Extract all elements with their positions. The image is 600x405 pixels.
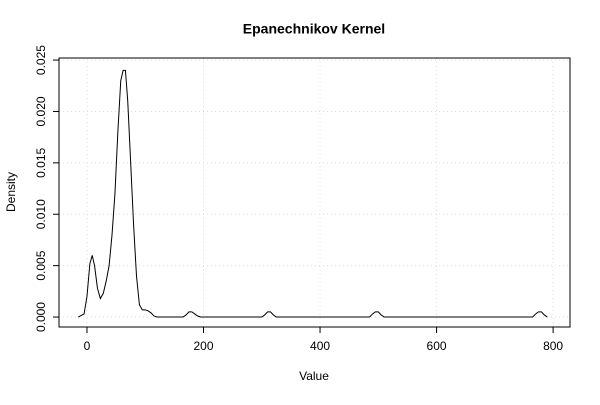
y-tick-label: 0.015 (34, 148, 48, 178)
x-tick-label: 800 (543, 339, 563, 353)
y-tick-label: 0.005 (34, 250, 48, 280)
x-tick-label: 0 (84, 339, 91, 353)
y-axis-label: Density (4, 172, 18, 212)
y-tick-label: 0.000 (34, 302, 48, 332)
plot-frame (58, 57, 571, 328)
x-axis-label: Value (299, 369, 329, 383)
y-tick-label: 0.020 (34, 96, 48, 126)
x-tick-label: 200 (193, 339, 213, 353)
x-tick-label: 600 (427, 339, 447, 353)
y-tick-label: 0.025 (34, 45, 48, 75)
chart-title: Epanechnikov Kernel (243, 21, 385, 37)
x-tick-label: 400 (310, 339, 330, 353)
density-line (77, 69, 548, 318)
y-tick-label: 0.010 (34, 199, 48, 229)
